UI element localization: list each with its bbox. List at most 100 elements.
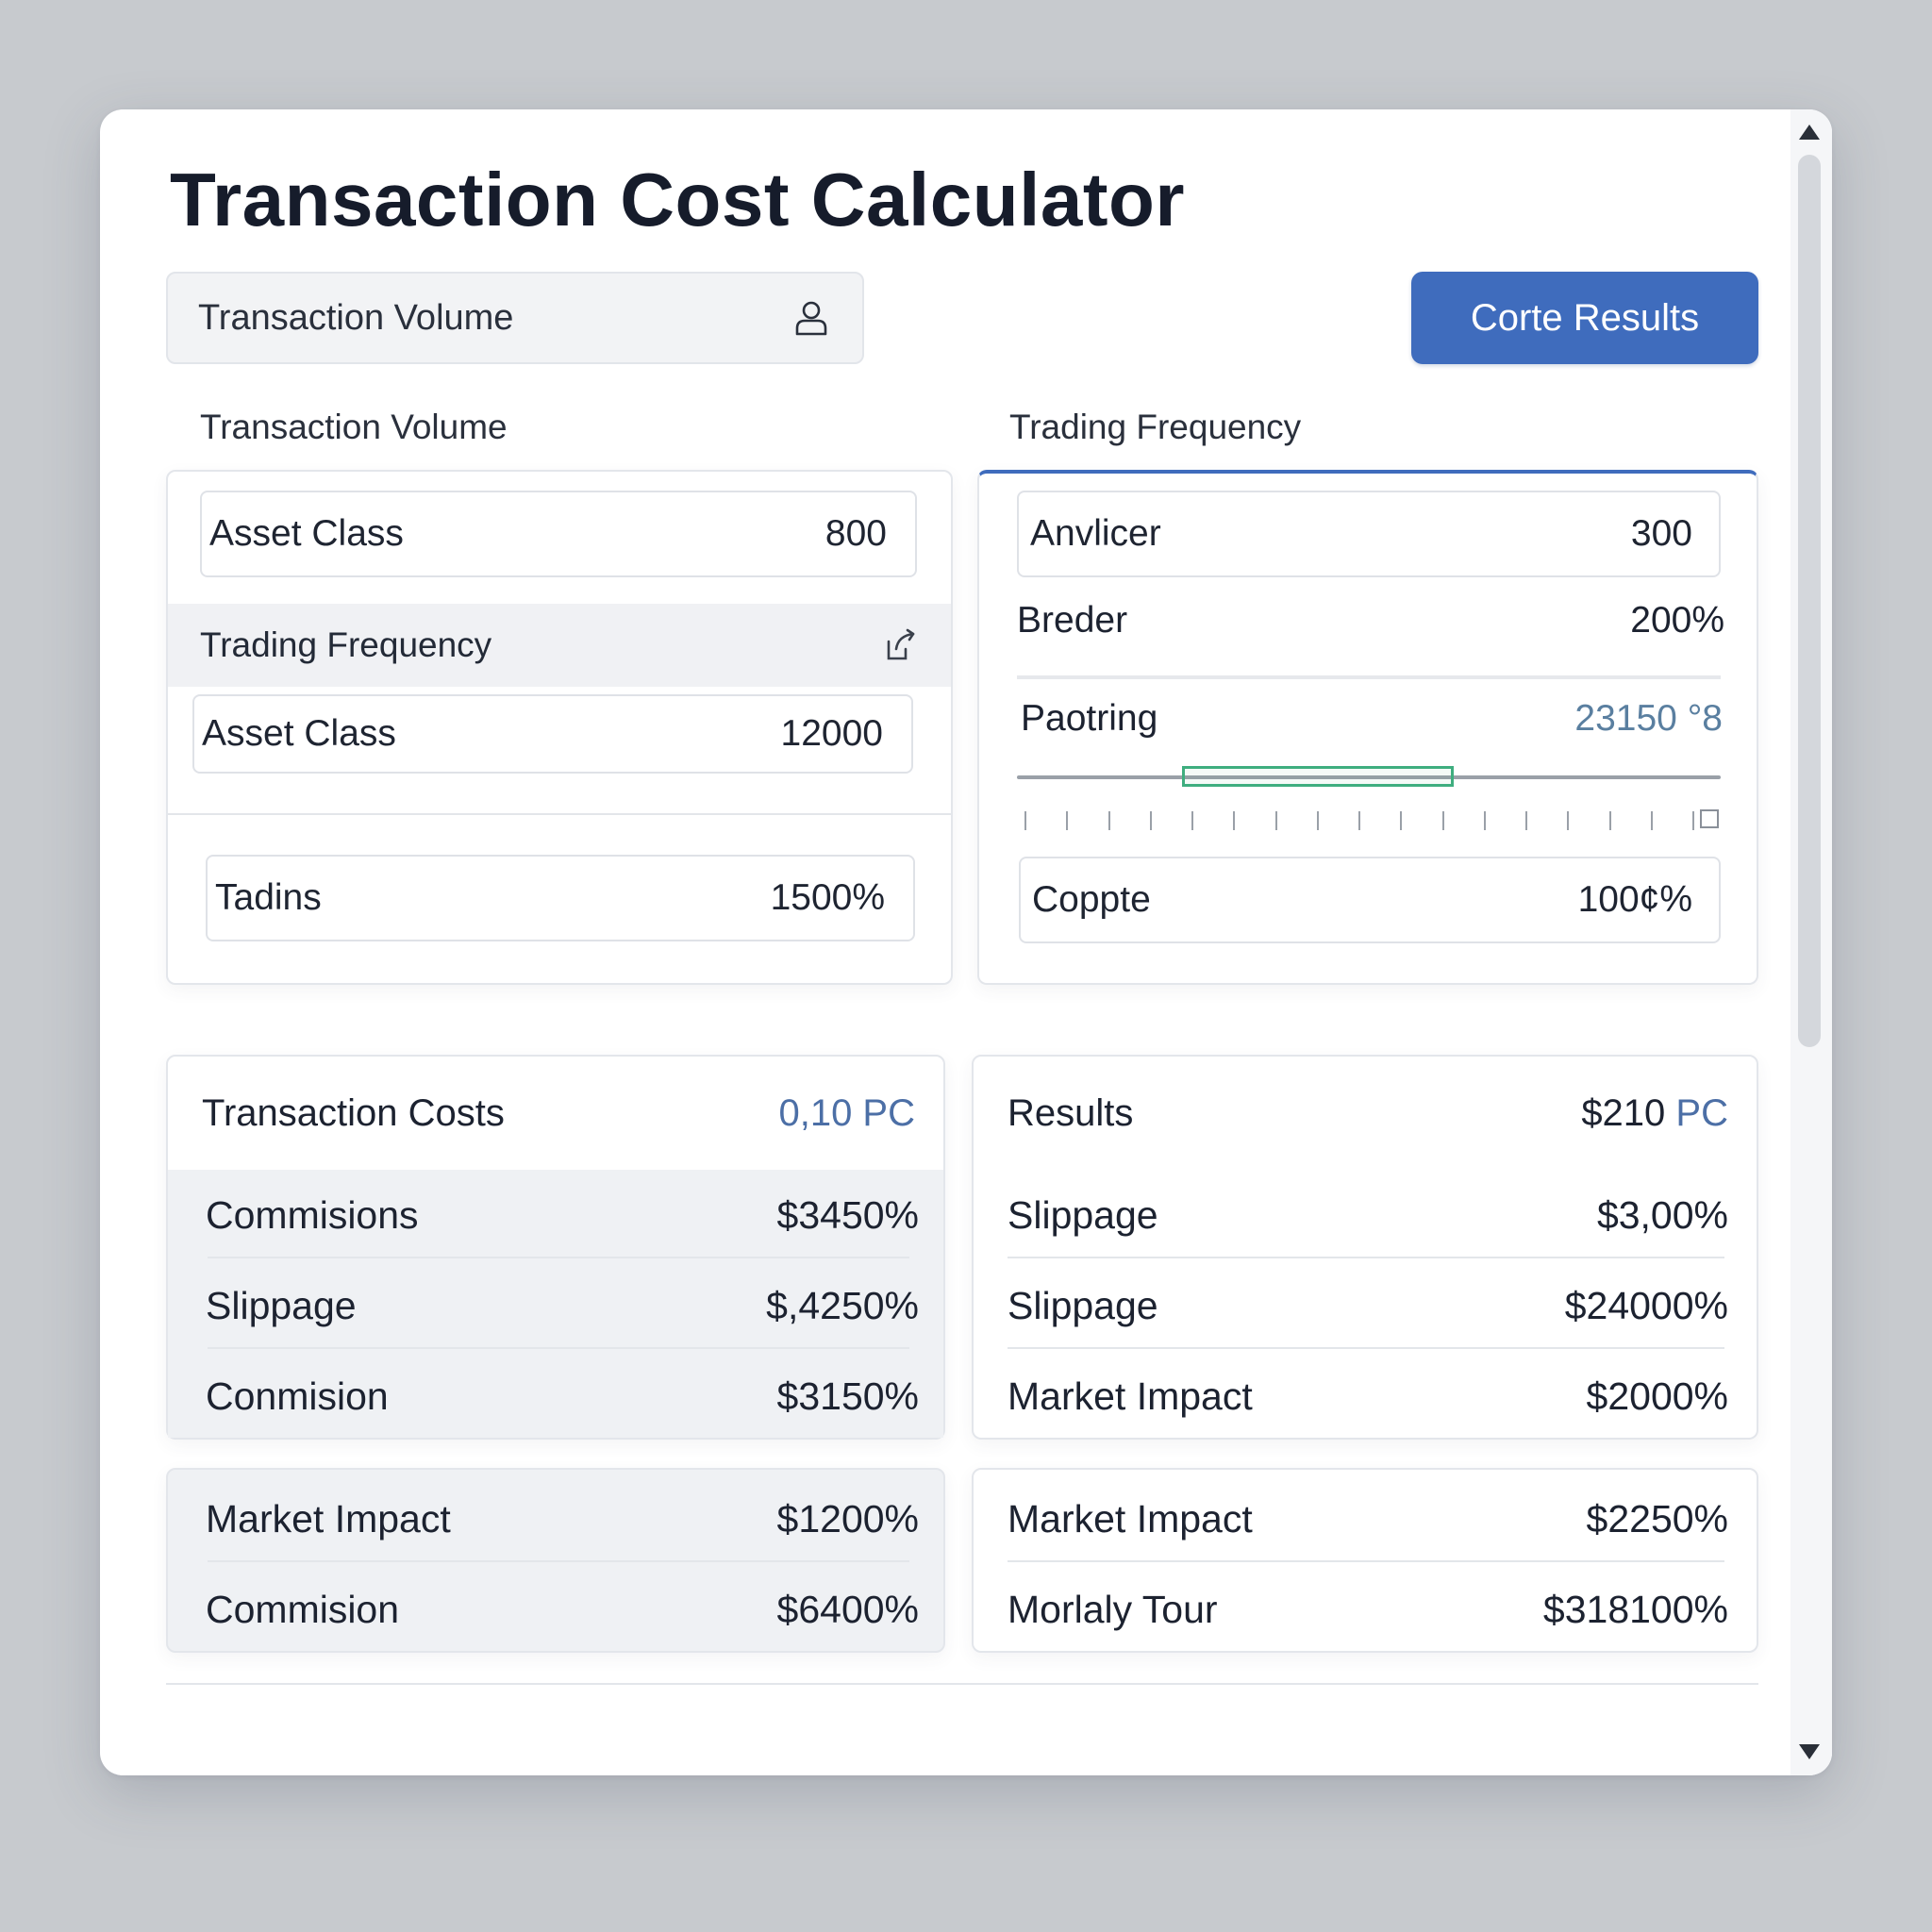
row-value: $2000%: [1586, 1374, 1728, 1418]
row-label: Breder: [1017, 600, 1128, 641]
anvlicer-field[interactable]: Anvlicer 300: [1017, 491, 1721, 577]
transaction-volume-input[interactable]: Transaction Volume: [166, 272, 864, 364]
row-value: $2250%: [1586, 1496, 1728, 1541]
slider-tick: [1483, 811, 1486, 830]
tadins-field[interactable]: Tadins 1500%: [206, 855, 915, 941]
scroll-down-arrow-icon[interactable]: [1799, 1744, 1820, 1759]
slider-tick: [1149, 811, 1152, 830]
bottom-divider: [166, 1683, 1758, 1685]
breder-row: Breder 200%: [1017, 592, 1724, 649]
transaction-costs-card: Transaction Costs 0,10 PC Commisions $34…: [166, 1055, 945, 1440]
scroll-up-arrow-icon[interactable]: [1799, 125, 1820, 140]
left-inputs-panel: Asset Class 800 Trading Frequency Asset …: [166, 470, 953, 985]
slider-tick: [1066, 811, 1069, 830]
slider-tick: [1358, 811, 1360, 830]
share-icon: [887, 628, 915, 660]
slider-tick: [1316, 811, 1319, 830]
results-header: Results $210 PC: [1008, 1057, 1728, 1170]
slider-tick: [1608, 811, 1611, 830]
calculator-window: Transaction Cost Calculator Transaction …: [100, 109, 1832, 1775]
results-total-unit: PC: [1675, 1091, 1728, 1134]
row-value: $3150%: [776, 1374, 919, 1418]
row-value: $24000%: [1564, 1283, 1728, 1327]
row-value: $1200%: [776, 1496, 919, 1541]
field-label: Tadins: [215, 877, 322, 918]
table-row: Slippage $24000%: [1008, 1270, 1728, 1341]
section-label-transaction-volume: Transaction Volume: [200, 408, 508, 446]
right-inputs-panel: Anvlicer 300 Breder 200% Paotring 23150 …: [977, 470, 1758, 985]
strip-label: Trading Frequency: [200, 625, 492, 664]
slider-end-box-icon[interactable]: [1700, 809, 1719, 828]
divider: [1008, 1560, 1724, 1562]
field-value: 1500%: [770, 877, 885, 918]
slider-tick: [1400, 811, 1403, 830]
search-label: Transaction Volume: [198, 297, 514, 338]
compute-results-button[interactable]: Corte Results: [1411, 272, 1758, 364]
asset-class-field[interactable]: Asset Class 800: [200, 491, 917, 577]
row-label: Morlaly Tour: [1008, 1587, 1218, 1631]
slider-tick: [1525, 811, 1527, 830]
row-value: $6400%: [776, 1587, 919, 1631]
table-row: Market Impact $2000%: [1008, 1360, 1728, 1432]
divider: [168, 813, 951, 815]
row-label: Conmision: [206, 1374, 389, 1418]
slider-track: [1017, 775, 1721, 779]
extra-costs-card-right: Market Impact $2250% Morlaly Tour $31810…: [972, 1468, 1758, 1653]
field-label: Asset Class: [209, 513, 404, 554]
user-icon: [795, 301, 827, 336]
extra-costs-card-left: Market Impact $1200% Commision $6400%: [166, 1468, 945, 1653]
row-label: Slippage: [1008, 1192, 1158, 1237]
slider-selection[interactable]: [1182, 766, 1454, 787]
table-row: Commisions $3450%: [206, 1179, 919, 1251]
field-value: 100¢%: [1577, 879, 1692, 920]
field-value: 800: [824, 513, 887, 554]
slider-tick: [1191, 811, 1193, 830]
results-title: Results: [1008, 1091, 1134, 1134]
slider-tick: [1441, 811, 1444, 830]
row-value: $318100%: [1542, 1587, 1728, 1631]
divider: [1017, 675, 1721, 679]
field-value: 300: [1630, 513, 1692, 554]
row-label: Commision: [206, 1587, 400, 1631]
divider: [1008, 1347, 1724, 1349]
row-value: $3,00%: [1596, 1192, 1728, 1237]
divider: [208, 1347, 909, 1349]
table-row: Market Impact $1200%: [206, 1483, 919, 1555]
slider-tick: [1024, 811, 1026, 830]
costs-title: Transaction Costs: [202, 1091, 505, 1134]
field-value: 12000: [780, 713, 883, 754]
table-row: Morlaly Tour $318100%: [1008, 1574, 1728, 1645]
section-label-trading-frequency: Trading Frequency: [1009, 408, 1302, 446]
row-value: $3450%: [776, 1192, 919, 1237]
field-label: Coppte: [1032, 879, 1151, 920]
slider-tick: [1567, 811, 1570, 830]
table-row: Market Impact $2250%: [1008, 1483, 1728, 1555]
table-row: Slippage $,4250%: [206, 1270, 919, 1341]
slider-tick: [1233, 811, 1236, 830]
divider: [208, 1257, 909, 1258]
page-title: Transaction Cost Calculator: [170, 158, 1185, 242]
coppte-field[interactable]: Coppte 100¢%: [1019, 857, 1721, 943]
row-label: Market Impact: [1008, 1374, 1253, 1418]
costs-rows: Commisions $3450% Slippage $,4250% Conmi…: [168, 1170, 943, 1438]
table-row: Conmision $3150%: [206, 1360, 919, 1432]
paotring-slider-header: Paotring 23150 °8: [1021, 691, 1723, 747]
divider: [1008, 1257, 1724, 1258]
slider-value: 23150 °8: [1574, 698, 1723, 739]
row-label: Slippage: [206, 1283, 357, 1327]
slider-tick: [1274, 811, 1277, 830]
scrollbar-thumb[interactable]: [1798, 155, 1821, 1047]
slider-tick: [1108, 811, 1110, 830]
costs-total: 0,10 PC: [778, 1091, 915, 1134]
costs-header: Transaction Costs 0,10 PC: [202, 1057, 915, 1170]
results-total-amount: $210: [1581, 1091, 1666, 1134]
asset-class-field-2[interactable]: Asset Class 12000: [192, 694, 913, 774]
field-label: Asset Class: [202, 713, 396, 754]
row-value: $,4250%: [766, 1283, 919, 1327]
divider: [208, 1560, 909, 1562]
row-label: Market Impact: [206, 1496, 451, 1541]
trading-frequency-strip[interactable]: Trading Frequency: [168, 604, 951, 687]
row-label: Market Impact: [1008, 1496, 1253, 1541]
slider-tick: [1692, 811, 1694, 830]
paotring-slider[interactable]: [1017, 762, 1721, 800]
